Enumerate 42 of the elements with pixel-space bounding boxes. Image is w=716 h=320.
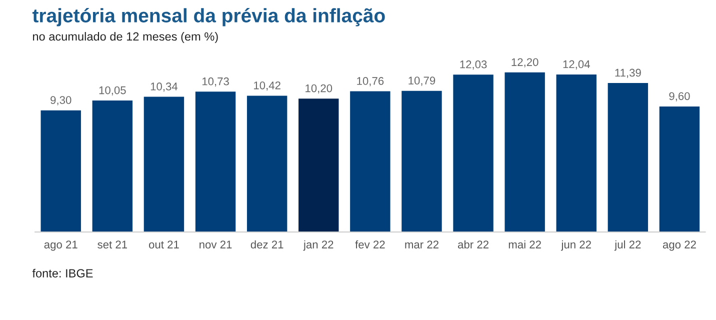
- x-tick-label: out 21: [148, 240, 179, 248]
- x-tick-label: jun 22: [560, 240, 591, 251]
- data-label: 11,39: [615, 68, 641, 78]
- data-label: 12,04: [563, 60, 590, 70]
- data-label: 9,30: [50, 96, 72, 106]
- chart-title: trajetória mensal da prévia da inflação: [32, 8, 385, 26]
- source-note: fonte: IBGE: [32, 268, 93, 278]
- x-tick-label: set 21: [98, 240, 128, 248]
- data-label: 10,73: [202, 77, 229, 87]
- bar: [195, 92, 236, 232]
- data-label: 12,20: [512, 58, 538, 68]
- bar: [659, 106, 700, 232]
- data-label: 12,03: [460, 60, 487, 70]
- bar: [298, 98, 339, 232]
- bar: [504, 72, 545, 232]
- x-tick-label: nov 21: [200, 240, 232, 248]
- x-tick-label: fev 22: [355, 240, 385, 248]
- data-label: 10,76: [357, 77, 384, 86]
- data-label: 10,34: [150, 82, 178, 92]
- x-tick-label: jul 22: [614, 240, 641, 251]
- data-label: 10,42: [254, 81, 280, 91]
- data-label: 9,60: [669, 92, 690, 102]
- data-label: 10,20: [306, 84, 332, 94]
- bar: [144, 96, 184, 232]
- bar: [350, 91, 390, 232]
- x-tick-label: ago 22: [662, 240, 696, 251]
- x-tick-label: mai 22: [508, 240, 541, 248]
- bar: [402, 90, 442, 232]
- x-tick-label: jan 22: [303, 240, 334, 251]
- bar: [556, 74, 596, 232]
- x-tick-label: abr 22: [458, 240, 488, 248]
- x-tick-label: dez 21: [250, 240, 284, 248]
- bar: [453, 74, 494, 232]
- bar: [246, 96, 288, 232]
- data-label: 10,05: [99, 86, 126, 96]
- x-tick-label: mar 22: [405, 240, 438, 248]
- bar: [40, 110, 81, 232]
- x-tick-label: ago 21: [44, 240, 78, 251]
- data-label: 10,79: [408, 76, 436, 86]
- bar: [92, 100, 133, 232]
- bar: [608, 83, 648, 232]
- chart-subtitle: no acumulado de 12 meses (em %): [33, 32, 218, 43]
